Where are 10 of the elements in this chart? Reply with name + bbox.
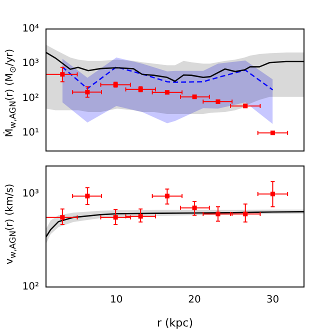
- y-tick-label: 10³: [22, 58, 39, 70]
- y-tick-label: 10¹: [22, 127, 39, 138]
- y-tick-label: 10³: [22, 188, 39, 200]
- x-tick-label: 10: [110, 294, 123, 306]
- y-tick-label: 10²: [22, 282, 39, 293]
- y-tick-label: 10²: [22, 92, 39, 104]
- x-tick-label: 20: [188, 294, 201, 306]
- x-tick-label: 30: [266, 294, 280, 306]
- x-axis-title: r (kpc): [156, 316, 194, 330]
- y-tick-label: 10⁴: [22, 24, 39, 35]
